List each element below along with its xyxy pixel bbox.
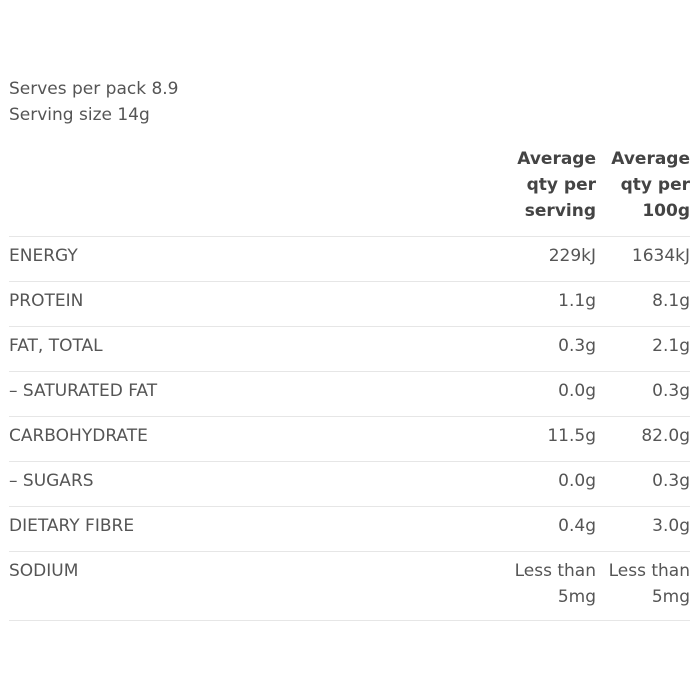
table-row: PROTEIN 1.1g 8.1g xyxy=(9,281,690,327)
value-per-serving: 229kJ xyxy=(496,236,596,282)
value-per-serving: 0.4g xyxy=(496,506,596,552)
nutrient-name: CARBOHYDRATE xyxy=(9,416,496,462)
nutrient-name: – SATURATED FAT xyxy=(9,371,496,417)
nutrition-panel: Serves per pack 8.9 Serving size 14g Ave… xyxy=(9,76,690,621)
value-per-100g: 8.1g xyxy=(596,281,690,327)
table-row: – SATURATED FAT 0.0g 0.3g xyxy=(9,371,690,417)
table-header-row: Average qty per serving Average qty per … xyxy=(9,146,690,237)
table-row: DIETARY FIBRE 0.4g 3.0g xyxy=(9,506,690,552)
nutrition-table: Average qty per serving Average qty per … xyxy=(9,146,690,621)
nutrient-name: SODIUM xyxy=(9,551,496,621)
value-per-serving: 0.0g xyxy=(496,371,596,417)
header-per-100g: Average qty per 100g xyxy=(596,146,690,237)
nutrient-name: – SUGARS xyxy=(9,461,496,507)
value-per-serving: 0.3g xyxy=(496,326,596,372)
nutrient-name: FAT, TOTAL xyxy=(9,326,496,372)
header-nutrient xyxy=(9,146,496,237)
header-per-serving: Average qty per serving xyxy=(496,146,596,237)
value-per-100g: 1634kJ xyxy=(596,236,690,282)
table-row: FAT, TOTAL 0.3g 2.1g xyxy=(9,326,690,372)
value-per-100g: 0.3g xyxy=(596,461,690,507)
value-per-100g: Less than 5mg xyxy=(596,551,690,621)
serves-per-pack: Serves per pack 8.9 xyxy=(9,79,179,99)
value-per-serving: 11.5g xyxy=(496,416,596,462)
table-row: ENERGY 229kJ 1634kJ xyxy=(9,236,690,282)
nutrient-name: ENERGY xyxy=(9,236,496,282)
table-row: – SUGARS 0.0g 0.3g xyxy=(9,461,690,507)
nutrient-name: DIETARY FIBRE xyxy=(9,506,496,552)
value-per-100g: 2.1g xyxy=(596,326,690,372)
nutrient-name: PROTEIN xyxy=(9,281,496,327)
table-row: SODIUM Less than 5mg Less than 5mg xyxy=(9,551,690,621)
value-per-serving: 0.0g xyxy=(496,461,596,507)
table-row: CARBOHYDRATE 11.5g 82.0g xyxy=(9,416,690,462)
value-per-100g: 3.0g xyxy=(596,506,690,552)
value-per-100g: 0.3g xyxy=(596,371,690,417)
serving-size: Serving size 14g xyxy=(9,105,150,125)
value-per-serving: Less than 5mg xyxy=(496,551,596,621)
value-per-serving: 1.1g xyxy=(496,281,596,327)
value-per-100g: 82.0g xyxy=(596,416,690,462)
